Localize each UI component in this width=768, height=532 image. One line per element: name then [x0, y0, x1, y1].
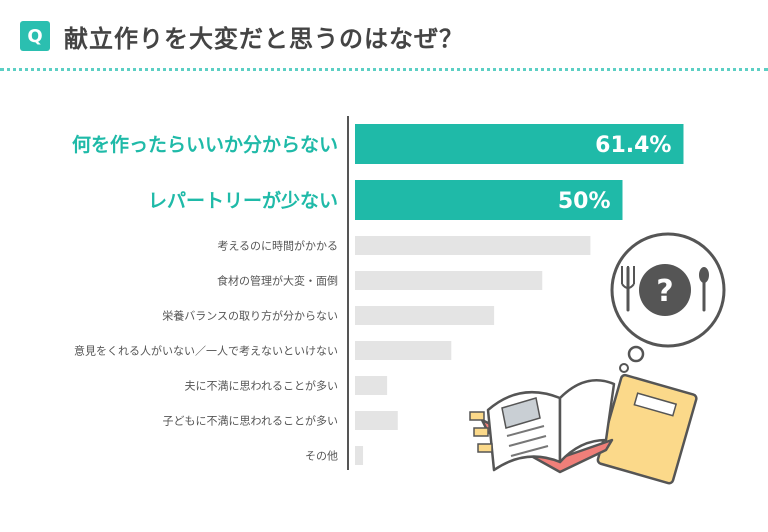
question-title: 献立作りを大変だと思うのはなぜ？ [64, 24, 464, 53]
category-label: 意見をくれる人がいない／一人で考えないといけない [74, 344, 338, 358]
chart-bar [355, 236, 591, 255]
value-label: 61.4% [595, 133, 671, 158]
category-label: 何を作ったらいいか分からない [72, 133, 338, 156]
chart-bar [355, 341, 452, 360]
category-label: レパートリーが少ない [148, 189, 338, 212]
chart-bar [355, 376, 388, 395]
chart-bar [355, 446, 364, 465]
dotted-divider [0, 68, 768, 71]
category-label: 栄養バランスの取り方が分からない [162, 309, 338, 323]
question-badge: Q [20, 21, 50, 51]
chart-bar [355, 124, 684, 164]
chart-bar [355, 411, 398, 430]
value-label: 50% [558, 189, 611, 214]
category-label: その他 [305, 450, 338, 463]
chart-bar [355, 271, 543, 290]
category-label: 食材の管理が大変・面倒 [217, 274, 338, 288]
question-header: Q 献立作りを大変だと思うのはなぜ？ [20, 18, 464, 54]
category-label: 考えるのに時間がかかる [217, 239, 338, 253]
category-label: 夫に不満に思われることが多い [185, 379, 338, 393]
chart-bar [355, 180, 623, 220]
chart-bar [355, 306, 495, 325]
category-label: 子どもに不満に思われることが多い [163, 414, 338, 428]
